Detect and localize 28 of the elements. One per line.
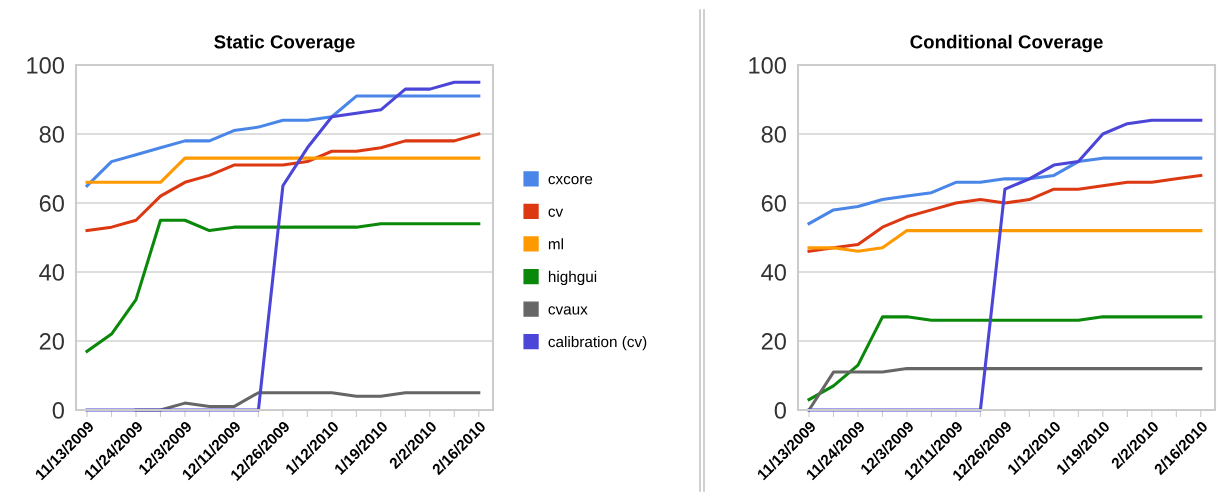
y-tick-label: 20 [761, 333, 786, 350]
line-series [85, 132, 481, 233]
line-series [85, 94, 481, 188]
legend-label: calibration (cv) [548, 335, 647, 351]
chart-title: Conditional Coverage [910, 34, 1103, 53]
legend-label: cv [548, 208, 564, 217]
y-tick-label: 40 [39, 264, 64, 281]
chart-title: Static Coverage [214, 34, 355, 53]
y-tick-label: 60 [761, 195, 786, 212]
y-tick-label: 100 [27, 57, 64, 74]
y-tick-label: 0 [774, 402, 786, 419]
y-tick-label: 80 [761, 126, 786, 143]
line-series [85, 218, 481, 353]
line-series [807, 173, 1203, 253]
line-series [807, 315, 1203, 402]
line-series [807, 156, 1203, 226]
line-series [807, 118, 1203, 412]
y-tick-label: 100 [749, 57, 786, 74]
legend-label: cxcore [548, 175, 593, 185]
line-series [85, 80, 481, 412]
legend-label: cvaux [548, 306, 588, 315]
y-tick-label: 80 [39, 126, 64, 143]
y-tick-label: 60 [39, 195, 64, 212]
y-tick-label: 20 [39, 333, 64, 350]
y-tick-label: 40 [761, 264, 786, 281]
y-tick-label: 0 [52, 402, 64, 419]
legend-label: ml [548, 238, 563, 250]
legend-label: highgui [548, 270, 597, 286]
